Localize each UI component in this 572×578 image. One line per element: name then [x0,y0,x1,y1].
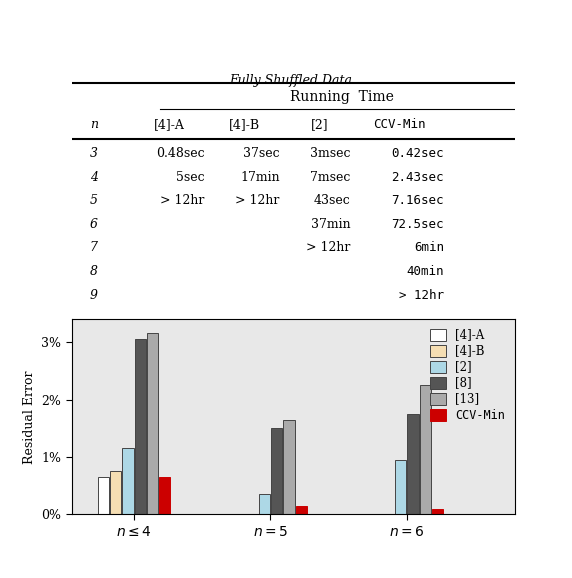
Bar [395,460,406,514]
Bar [134,339,146,514]
Text: Fully Shuffled Data.: Fully Shuffled Data. [229,74,357,87]
Bar [283,420,295,514]
Bar [98,477,109,514]
Text: > 12hr: > 12hr [236,194,280,208]
Text: 6: 6 [90,218,98,231]
Text: 37sec: 37sec [243,147,280,160]
Text: 7.16sec: 7.16sec [391,194,444,208]
Bar [110,471,121,514]
Bar [259,494,270,514]
Bar [407,414,419,514]
Bar [122,449,133,514]
Text: 3msec: 3msec [310,147,351,160]
Bar [147,334,158,514]
Bar [271,428,282,514]
Text: CCV-Min: CCV-Min [374,118,426,131]
Bar [432,509,443,514]
Text: 0.48sec: 0.48sec [156,147,205,160]
Text: Running  Time: Running Time [290,90,394,105]
Text: 2.43sec: 2.43sec [391,171,444,184]
Text: [4]-B: [4]-B [229,118,260,131]
Text: > 12hr: > 12hr [307,242,351,254]
Text: 6min: 6min [414,242,444,254]
Text: 9: 9 [90,288,98,302]
Text: 4: 4 [90,171,98,184]
Text: 8: 8 [90,265,98,278]
Text: 5: 5 [90,194,98,208]
Bar [159,477,170,514]
Text: n: n [90,118,98,131]
Legend: [4]-A, [4]-B, [2], [8], [13], CCV-Min: [4]-A, [4]-B, [2], [8], [13], CCV-Min [426,325,509,425]
Text: 7: 7 [90,242,98,254]
Bar [420,385,431,514]
Text: > 12hr: > 12hr [399,288,444,302]
Y-axis label: Residual Error: Residual Error [22,370,35,464]
Bar [296,506,307,514]
Text: [2]: [2] [311,118,328,131]
Text: 17min: 17min [240,171,280,184]
Text: 7msec: 7msec [311,171,351,184]
Text: 43sec: 43sec [314,194,351,208]
Text: 5sec: 5sec [176,171,205,184]
Text: [4]-A: [4]-A [154,118,184,131]
Text: 40min: 40min [406,265,444,278]
Text: > 12hr: > 12hr [160,194,205,208]
Text: 72.5sec: 72.5sec [391,218,444,231]
Text: 37min: 37min [311,218,351,231]
Text: 3: 3 [90,147,98,160]
Text: 0.42sec: 0.42sec [391,147,444,160]
